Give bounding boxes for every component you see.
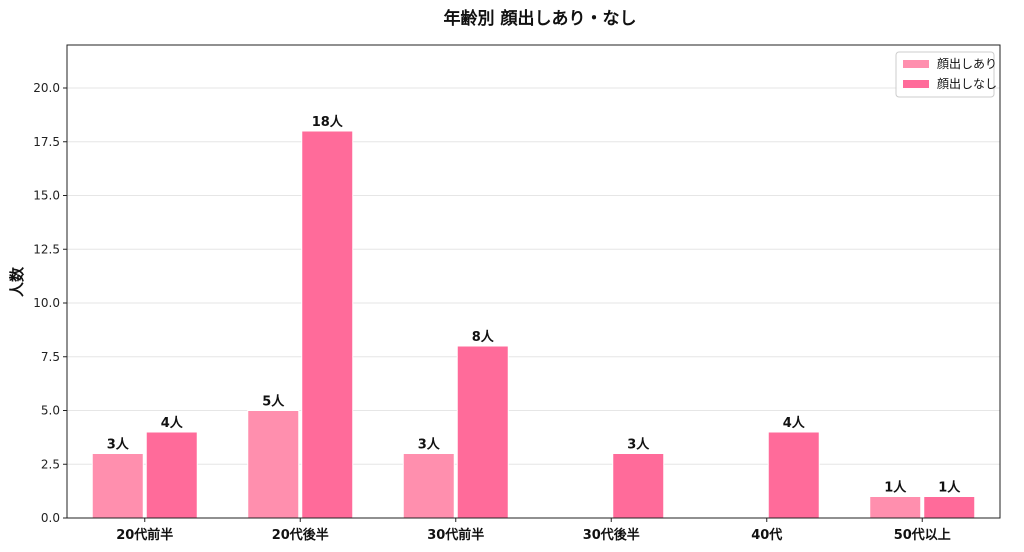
bar-value-label: 3人	[107, 437, 130, 453]
bar	[869, 496, 922, 519]
y-tick-label: 5.0	[41, 404, 60, 418]
bar-value-label: 5人	[262, 394, 285, 410]
x-tick-label: 20代前半	[116, 527, 173, 543]
chart-title: 年齢別 顔出しあり・なし	[444, 8, 637, 29]
bar-value-label: 8人	[472, 329, 495, 345]
bar	[456, 345, 509, 519]
x-ticks: 20代前半 20代後半 30代前半 30代後半 40代 50代以上	[116, 518, 951, 543]
y-tick-label: 2.5	[41, 457, 60, 471]
bar-value-label: 1人	[884, 480, 907, 496]
plot-frame	[66, 44, 1001, 519]
legend-label-face-hidden: 顔出しなし	[937, 76, 997, 91]
bar-value-label: 4人	[783, 415, 806, 431]
legend: 顔出しあり 顔出しなし	[895, 51, 997, 98]
legend-swatch-face-hidden	[903, 80, 929, 88]
x-tick-label: 30代後半	[583, 527, 640, 543]
y-tick-label: 12.5	[33, 242, 60, 256]
bar	[247, 410, 300, 519]
y-axis-label: 人数	[8, 266, 26, 297]
legend-swatch-face-shown	[903, 60, 929, 68]
y-tick-label: 7.5	[41, 350, 60, 364]
bar-value-label: 1人	[938, 480, 961, 496]
y-tick-label: 15.0	[33, 189, 60, 203]
y-tick-label: 17.5	[33, 135, 60, 149]
grid-lines	[67, 87, 1000, 519]
legend-label-face-shown: 顔出しあり	[937, 56, 997, 71]
x-tick-label: 20代後半	[272, 527, 329, 543]
bar	[402, 453, 455, 519]
bar-value-label: 18人	[312, 114, 344, 130]
bar	[767, 431, 820, 519]
y-tick-label: 0.0	[41, 511, 60, 525]
bar-value-label: 3人	[627, 437, 650, 453]
y-tick-label: 20.0	[33, 81, 60, 95]
x-tick-label: 50代以上	[894, 527, 951, 543]
bar-value-label: 3人	[418, 437, 441, 453]
bar-value-label: 4人	[161, 415, 184, 431]
y-tick-label: 10.0	[33, 296, 60, 310]
bar	[301, 130, 354, 519]
bars: 3人 4人 5人 18人 3人 8人 3人 4人 1人 1人	[91, 114, 976, 519]
bar	[91, 453, 144, 519]
x-tick-label: 40代	[751, 527, 782, 543]
x-tick-label: 30代前半	[427, 527, 484, 543]
bar	[145, 431, 198, 519]
y-ticks: 0.0 2.5 5.0 7.5 10.0 12.5 15.0 17.5 20.0	[33, 81, 67, 525]
bar	[923, 496, 976, 519]
bar	[612, 453, 665, 519]
